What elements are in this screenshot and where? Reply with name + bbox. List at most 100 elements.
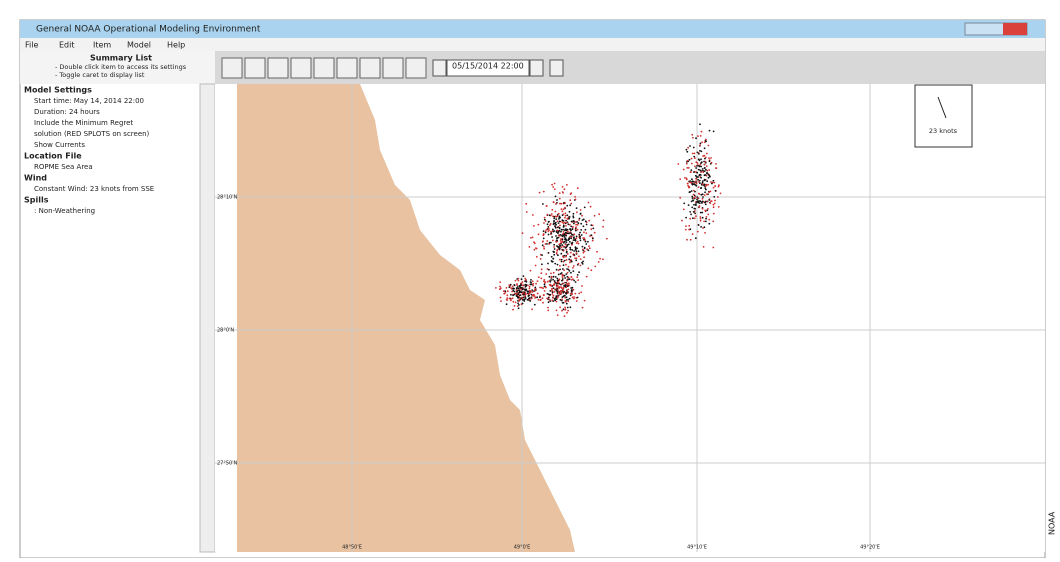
- particle: [570, 306, 572, 308]
- menu-item[interactable]: Item: [93, 41, 111, 50]
- tree-item[interactable]: : Non-Weathering: [34, 207, 95, 215]
- tool-button[interactable]: [222, 58, 242, 78]
- particle: [548, 301, 550, 303]
- particle: [566, 184, 568, 186]
- particle: [562, 278, 564, 280]
- particle: [689, 218, 691, 220]
- tree-section[interactable]: Wind: [24, 174, 47, 183]
- tree-item[interactable]: Constant Wind: 23 knots from SSE: [34, 185, 154, 193]
- particle: [709, 160, 711, 162]
- particle: [697, 162, 699, 164]
- particle: [584, 239, 586, 241]
- particle: [698, 153, 700, 155]
- particle: [685, 217, 687, 219]
- particle: [706, 173, 708, 175]
- tree-item[interactable]: solution (RED SPLOTS on screen): [34, 130, 150, 138]
- particle: [553, 218, 555, 220]
- particle: [549, 281, 551, 283]
- particle: [705, 189, 707, 191]
- particle: [563, 308, 565, 310]
- particle: [568, 266, 570, 268]
- menu-item[interactable]: Help: [167, 41, 185, 50]
- menu-item[interactable]: File: [25, 41, 38, 50]
- particle: [570, 252, 572, 254]
- particle: [561, 244, 563, 246]
- tool-button[interactable]: [314, 58, 334, 78]
- particle: [583, 219, 585, 221]
- scrollbar[interactable]: [200, 84, 215, 552]
- particle: [525, 286, 527, 288]
- particle: [548, 252, 550, 254]
- tree-item[interactable]: Show Currents: [34, 141, 85, 149]
- particle: [561, 235, 563, 237]
- particle: [567, 280, 569, 282]
- particle: [586, 276, 588, 278]
- particle: [528, 295, 530, 297]
- particle: [579, 237, 581, 239]
- particle: [705, 218, 707, 220]
- tool-button[interactable]: [268, 58, 288, 78]
- menu-item[interactable]: Edit: [59, 41, 75, 50]
- particle: [708, 175, 710, 177]
- particle: [556, 237, 558, 239]
- particle: [512, 309, 514, 311]
- particle: [538, 224, 540, 226]
- particle: [561, 280, 563, 282]
- tree-item[interactable]: Duration: 24 hours: [34, 108, 100, 116]
- particle: [555, 211, 557, 213]
- particle: [563, 225, 565, 227]
- tree-section[interactable]: Spills: [24, 196, 49, 205]
- nav-button[interactable]: [550, 60, 563, 76]
- particle: [709, 202, 711, 204]
- particle: [512, 286, 514, 288]
- particle: [707, 184, 709, 186]
- particle: [594, 232, 596, 234]
- tree-item[interactable]: Start time: May 14, 2014 22:00: [34, 97, 144, 105]
- tree-section[interactable]: Model Settings: [24, 86, 92, 95]
- particle: [539, 192, 541, 194]
- tree-item[interactable]: ROPME Sea Area: [34, 163, 93, 171]
- particle: [705, 204, 707, 206]
- tool-button[interactable]: [337, 58, 357, 78]
- particle: [518, 300, 520, 302]
- particle: [571, 249, 573, 251]
- particle: [699, 164, 701, 166]
- wind-box: [915, 85, 972, 147]
- particle: [598, 261, 600, 263]
- nav-button[interactable]: [530, 60, 543, 76]
- particle: [573, 239, 575, 241]
- particle: [565, 239, 567, 241]
- particle: [572, 228, 574, 230]
- nav-button[interactable]: [433, 60, 446, 76]
- particle: [710, 181, 712, 183]
- particle: [543, 294, 545, 296]
- particle: [555, 227, 557, 229]
- particle: [558, 247, 560, 249]
- particle: [551, 209, 553, 211]
- particle: [553, 230, 555, 232]
- particle: [543, 238, 545, 240]
- tool-button[interactable]: [245, 58, 265, 78]
- tool-button[interactable]: [406, 58, 426, 78]
- particle: [564, 295, 566, 297]
- particle: [691, 196, 693, 198]
- menu-item[interactable]: Model: [127, 41, 151, 50]
- tree-section[interactable]: Location File: [24, 152, 82, 161]
- particle: [530, 282, 532, 284]
- particle: [694, 165, 696, 167]
- tree-item[interactable]: Include the Minimum Regret: [34, 119, 133, 127]
- particle: [698, 165, 700, 167]
- particle: [512, 288, 514, 290]
- particle: [712, 221, 714, 223]
- close-button[interactable]: [1003, 23, 1027, 35]
- tool-button[interactable]: [383, 58, 403, 78]
- particle: [700, 177, 702, 179]
- particle: [698, 169, 700, 171]
- particle: [700, 187, 702, 189]
- particle: [580, 291, 582, 293]
- tool-button[interactable]: [291, 58, 311, 78]
- particle: [551, 184, 553, 186]
- particle: [580, 265, 582, 267]
- particle: [570, 203, 572, 205]
- tool-button[interactable]: [360, 58, 380, 78]
